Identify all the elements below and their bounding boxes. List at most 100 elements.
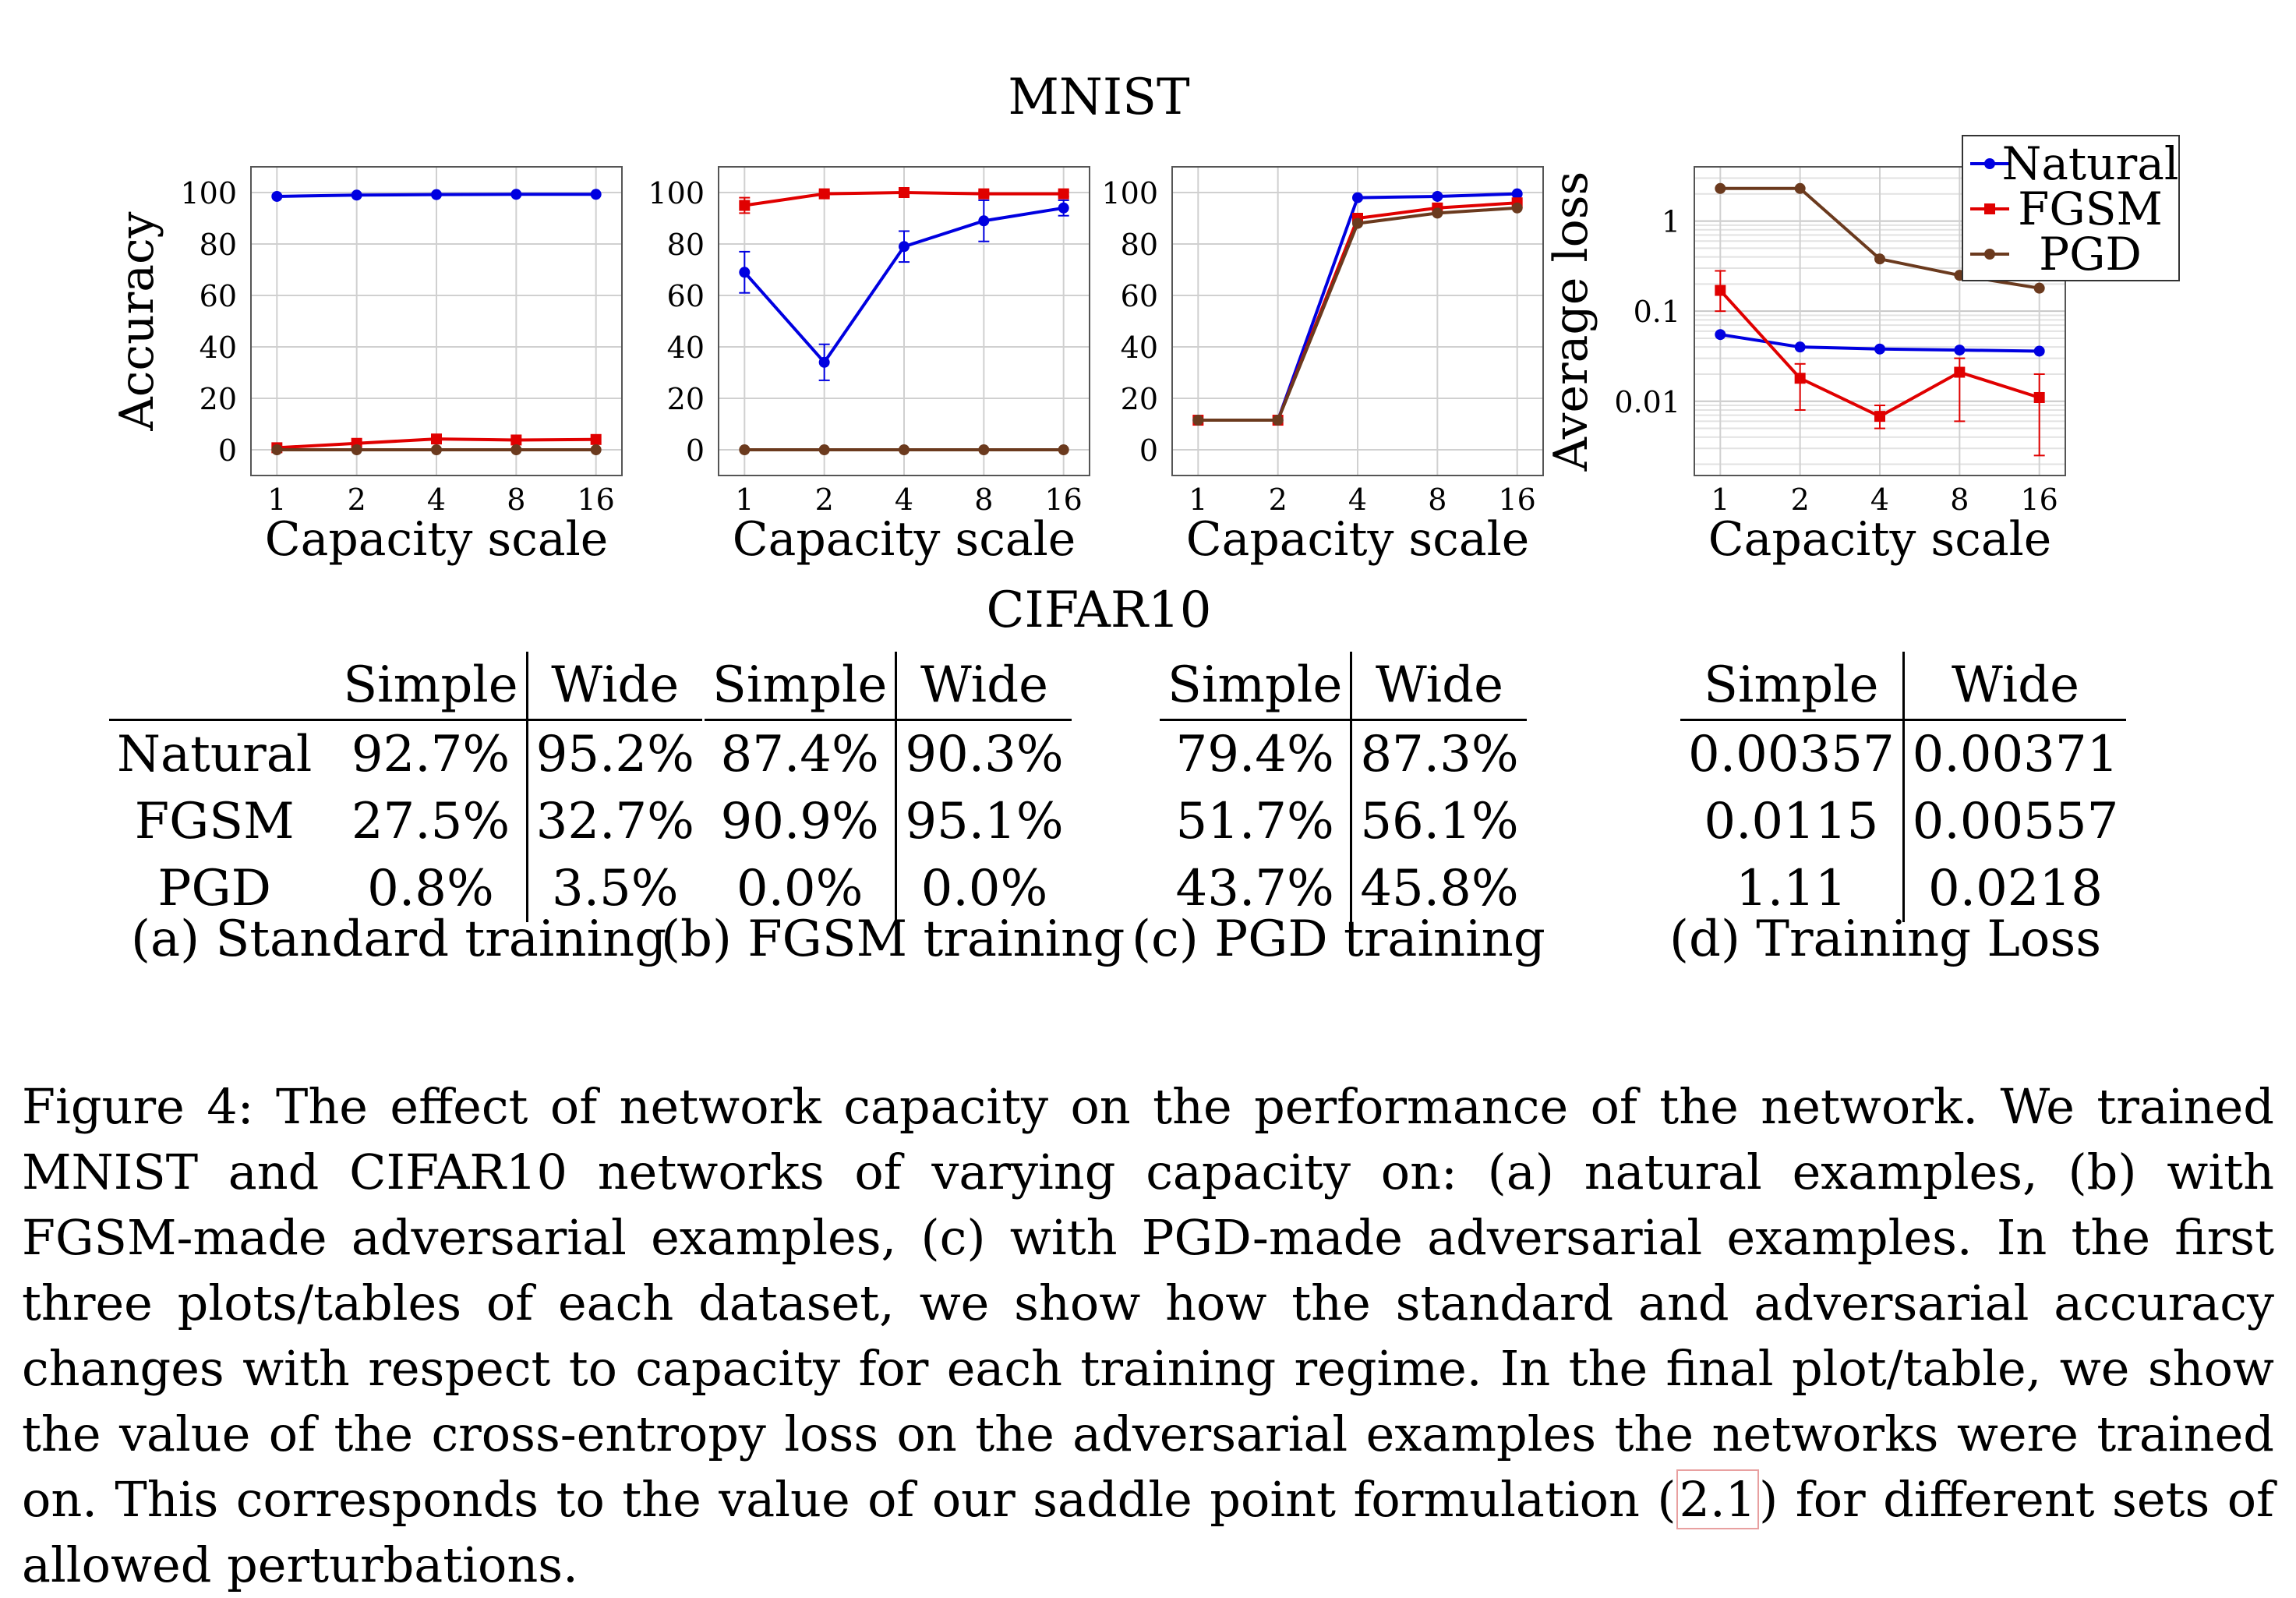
data-point bbox=[899, 444, 910, 455]
data-point bbox=[899, 187, 910, 198]
x-tick-label: 1 bbox=[267, 483, 286, 517]
data-point bbox=[1058, 202, 1069, 214]
data-point bbox=[818, 444, 830, 455]
x-tick-label: 16 bbox=[578, 483, 615, 517]
data-point bbox=[590, 433, 602, 445]
data-point bbox=[2033, 345, 2045, 357]
table-cell: 32.7% bbox=[535, 793, 694, 850]
series-natural bbox=[1715, 329, 2045, 357]
table-cell: 79.4% bbox=[1160, 719, 1353, 788]
table-cell: 92.7% bbox=[335, 719, 528, 788]
series-pgd bbox=[1192, 202, 1523, 426]
table-cell: 0.00371 bbox=[1912, 726, 2119, 783]
data-point bbox=[351, 444, 362, 455]
data-point bbox=[510, 434, 522, 446]
data-point bbox=[271, 190, 283, 202]
x-tick-label: 1 bbox=[1711, 483, 1729, 517]
y-tick-label: 20 bbox=[667, 382, 705, 416]
data-point bbox=[978, 188, 990, 200]
table-cell: 0.00357 bbox=[1680, 719, 1905, 788]
y-tick-label: 80 bbox=[1121, 228, 1158, 262]
x-axis-label: Capacity scale bbox=[733, 512, 1076, 567]
data-point bbox=[1352, 217, 1363, 229]
y-tick-label: 40 bbox=[200, 331, 237, 365]
table-header-simple: Simple bbox=[335, 652, 528, 721]
y-tick-label: 0 bbox=[218, 433, 237, 468]
data-point bbox=[1954, 366, 1966, 378]
y-tick-label: 60 bbox=[200, 279, 237, 313]
x-axis-label: Capacity scale bbox=[1708, 512, 2052, 567]
data-point bbox=[978, 215, 990, 227]
y-tick-label: 0.1 bbox=[1634, 295, 1680, 329]
table-cell: 90.3% bbox=[905, 726, 1064, 783]
table-cell: 87.4% bbox=[705, 719, 898, 788]
table-cell: 87.3% bbox=[1360, 726, 1519, 783]
data-point bbox=[1715, 285, 1726, 296]
data-point bbox=[1794, 373, 1806, 384]
row-label-fgsm: FGSM bbox=[134, 793, 295, 850]
grid bbox=[1694, 166, 2065, 476]
data-point bbox=[1794, 182, 1806, 194]
data-point bbox=[1432, 207, 1443, 219]
x-tick-label: 4 bbox=[427, 483, 446, 517]
table-c: Simple Wide 79.4% 87.3% 51.7% 56.1% 43.7… bbox=[1160, 652, 1527, 922]
cifar-title: CIFAR10 bbox=[986, 582, 1212, 639]
x-tick-label: 2 bbox=[1269, 483, 1288, 517]
y-tick-label: 20 bbox=[1121, 382, 1158, 416]
equation-reference-link[interactable]: 2.1 bbox=[1676, 1469, 1760, 1529]
x-axis-label: Capacity scale bbox=[1186, 512, 1530, 567]
y-tick-label: 100 bbox=[648, 176, 705, 210]
table-header-wide: Wide bbox=[1903, 652, 2127, 721]
subcaption-c: (c) PGD training bbox=[1132, 910, 1545, 968]
data-point bbox=[431, 433, 442, 445]
table-header-wide: Wide bbox=[527, 652, 702, 721]
data-point bbox=[1874, 253, 1885, 265]
legend-marker bbox=[1984, 249, 1995, 260]
figure-caption-text-end: ) for different sets of allowed perturba… bbox=[22, 1471, 2274, 1593]
data-point bbox=[818, 356, 830, 368]
y-tick-label: 80 bbox=[200, 228, 237, 262]
data-point bbox=[1874, 343, 1885, 355]
x-tick-label: 2 bbox=[1791, 483, 1810, 517]
data-point bbox=[739, 200, 751, 211]
x-tick-label: 8 bbox=[1428, 483, 1446, 517]
y-axis-label: Average loss bbox=[1544, 171, 1598, 472]
table-a: Simple Wide Natural 92.7% 95.2% FGSM 27.… bbox=[109, 652, 702, 922]
data-point bbox=[1715, 329, 1726, 341]
y-tick-label: 60 bbox=[1121, 279, 1158, 313]
data-point bbox=[1874, 411, 1885, 422]
legend-marker bbox=[1984, 158, 1995, 169]
subcaption-d: (d) Training Loss bbox=[1669, 910, 2102, 968]
table-cell: 0.8% bbox=[335, 855, 528, 922]
data-point bbox=[431, 444, 442, 455]
y-tick-label: 0 bbox=[686, 433, 705, 468]
data-point bbox=[1954, 345, 1966, 356]
data-point bbox=[2033, 391, 2045, 403]
x-tick-label: 2 bbox=[815, 483, 834, 517]
legend-marker bbox=[1984, 203, 1995, 214]
table-cell: 27.5% bbox=[335, 788, 528, 855]
plot-frame bbox=[718, 166, 1090, 476]
data-point bbox=[1272, 415, 1284, 426]
data-point bbox=[431, 189, 442, 200]
series-natural bbox=[739, 199, 1069, 381]
x-tick-label: 4 bbox=[1870, 483, 1889, 517]
plot-frame bbox=[1171, 166, 1544, 476]
x-tick-label: 8 bbox=[507, 483, 525, 517]
table-header-simple: Simple bbox=[1160, 652, 1353, 721]
data-point bbox=[739, 267, 751, 278]
series-natural bbox=[271, 189, 602, 202]
table-cell: 0.0% bbox=[920, 860, 1048, 917]
subcaption-a: (a) Standard training bbox=[131, 910, 667, 968]
table-cell: 0.0218 bbox=[1928, 860, 2103, 917]
data-point bbox=[978, 444, 990, 455]
table-header-wide: Wide bbox=[895, 652, 1072, 721]
data-point bbox=[1511, 202, 1523, 214]
table-b: Simple Wide 87.4% 90.3% 90.9% 95.1% 0.0%… bbox=[705, 652, 1072, 922]
x-tick-label: 4 bbox=[895, 483, 913, 517]
x-tick-label: 4 bbox=[1348, 483, 1367, 517]
row-label-pgd: PGD bbox=[157, 860, 271, 917]
